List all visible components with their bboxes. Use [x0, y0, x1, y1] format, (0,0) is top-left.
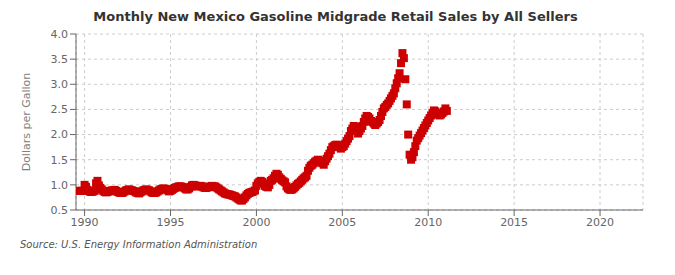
svg-text:1990: 1990 [71, 216, 99, 229]
svg-text:1995: 1995 [157, 216, 185, 229]
svg-text:3.5: 3.5 [51, 53, 69, 66]
svg-text:Dollars per Gallon: Dollars per Gallon [20, 73, 33, 172]
svg-text:2000: 2000 [242, 216, 270, 229]
svg-text:2.0: 2.0 [51, 128, 69, 141]
svg-text:0.5: 0.5 [51, 204, 69, 217]
svg-text:2.5: 2.5 [51, 103, 69, 116]
svg-text:2005: 2005 [328, 216, 356, 229]
svg-text:2020: 2020 [586, 216, 614, 229]
html-text:Source: U.S. Energy Informatio: Source: U.S. Energy Information Administ… [20, 239, 258, 250]
svg-text:3.0: 3.0 [51, 78, 69, 91]
svg-text:1.0: 1.0 [51, 179, 69, 192]
svg-text:2010: 2010 [414, 216, 442, 229]
svg-text:2015: 2015 [500, 216, 528, 229]
svg-text:4.0: 4.0 [51, 28, 69, 41]
svg-text:1.5: 1.5 [51, 154, 69, 167]
html-text:Monthly New Mexico Gasoline Mi: Monthly New Mexico Gasoline Midgrade Ret… [93, 9, 578, 24]
